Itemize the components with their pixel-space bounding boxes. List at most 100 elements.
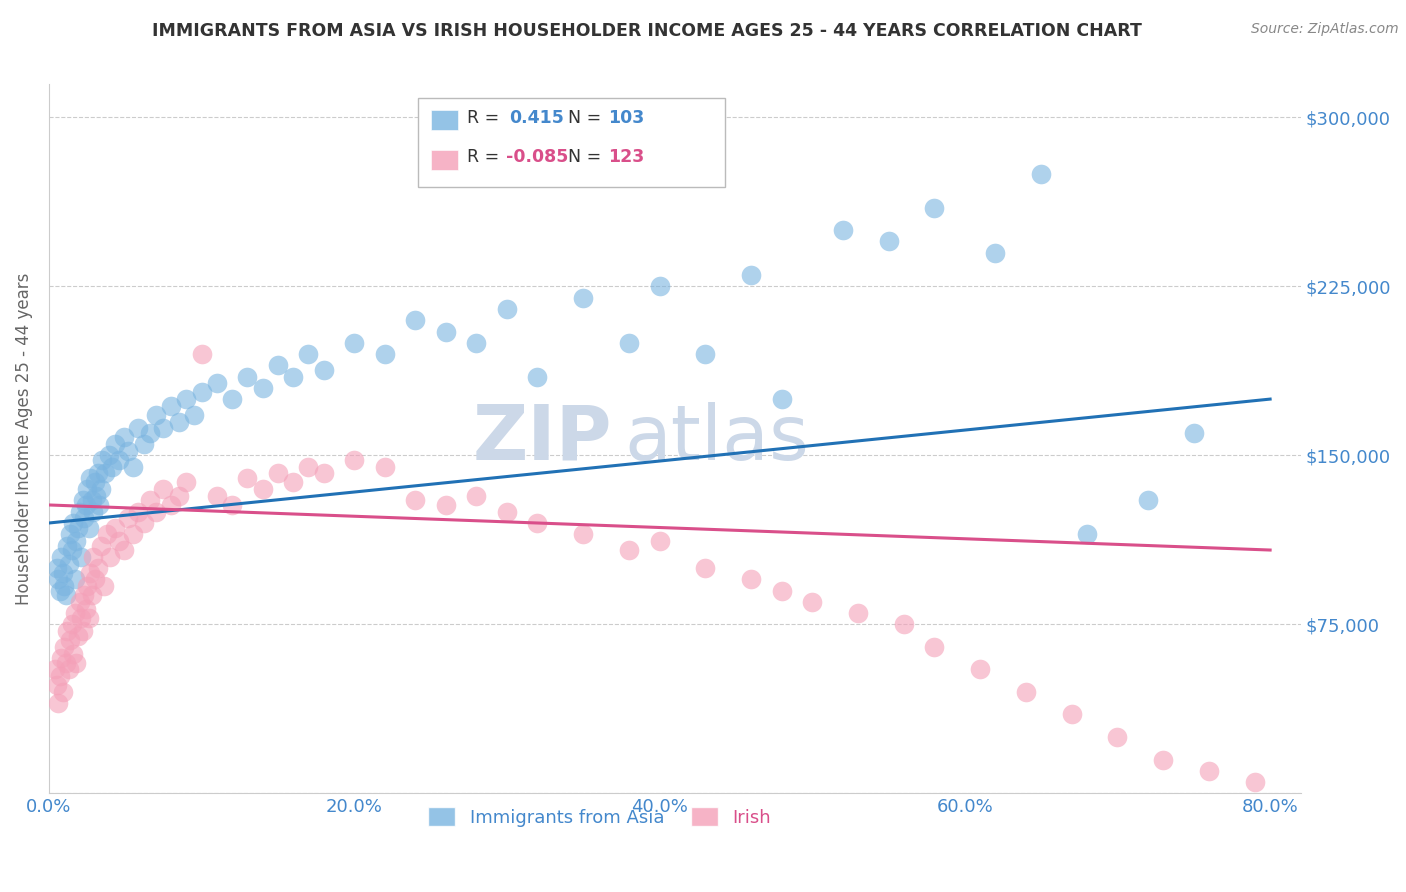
Point	[893, 617, 915, 632]
Point	[112, 543, 135, 558]
Point	[122, 459, 145, 474]
Point	[267, 359, 290, 373]
Point	[283, 475, 305, 490]
Point	[98, 549, 121, 564]
Text: R =: R =	[467, 147, 499, 166]
Point	[496, 505, 519, 519]
Point	[84, 489, 107, 503]
Point	[100, 459, 122, 474]
Point	[132, 437, 155, 451]
Point	[90, 482, 112, 496]
Point	[108, 534, 131, 549]
Point	[45, 678, 67, 692]
Point	[343, 453, 366, 467]
Point	[75, 498, 97, 512]
Point	[73, 588, 96, 602]
Point	[221, 498, 243, 512]
Point	[83, 475, 105, 490]
Point	[924, 640, 946, 654]
Point	[526, 369, 548, 384]
Point	[252, 381, 274, 395]
Point	[297, 459, 319, 474]
Point	[75, 601, 97, 615]
Point	[83, 572, 105, 586]
Point	[831, 223, 853, 237]
Point	[205, 489, 228, 503]
Point	[69, 505, 91, 519]
Text: atlas: atlas	[624, 401, 810, 475]
Point	[252, 482, 274, 496]
Point	[145, 408, 167, 422]
Point	[1015, 685, 1038, 699]
Point	[73, 511, 96, 525]
Point	[984, 245, 1007, 260]
Point	[167, 415, 190, 429]
Point	[465, 489, 488, 503]
Point	[1152, 753, 1174, 767]
Point	[145, 505, 167, 519]
Point	[82, 505, 104, 519]
Point	[160, 498, 183, 512]
Point	[90, 539, 112, 553]
Point	[1107, 730, 1129, 744]
Point	[65, 534, 87, 549]
Point	[52, 566, 75, 580]
Point	[283, 369, 305, 384]
Point	[572, 291, 595, 305]
Point	[53, 640, 76, 654]
Point	[66, 520, 89, 534]
Point	[190, 347, 212, 361]
Point	[69, 595, 91, 609]
Point	[62, 516, 84, 530]
Point	[434, 325, 457, 339]
Point	[132, 516, 155, 530]
Point	[52, 685, 75, 699]
Point	[89, 498, 111, 512]
Point	[117, 443, 139, 458]
Point	[617, 543, 640, 558]
Point	[55, 656, 77, 670]
Text: -0.085: -0.085	[506, 147, 568, 166]
Point	[87, 467, 110, 481]
Point	[1060, 707, 1083, 722]
Point	[770, 392, 793, 406]
Point	[183, 408, 205, 422]
Point	[108, 453, 131, 467]
Point	[91, 453, 114, 467]
Point	[79, 566, 101, 580]
Point	[526, 516, 548, 530]
Point	[97, 449, 120, 463]
Point	[51, 549, 73, 564]
Point	[969, 662, 991, 676]
Point	[60, 617, 83, 632]
Point	[87, 561, 110, 575]
FancyBboxPatch shape	[418, 98, 725, 186]
Point	[312, 467, 335, 481]
Point	[63, 606, 86, 620]
Point	[1182, 425, 1205, 440]
Point	[138, 493, 160, 508]
Point	[104, 520, 127, 534]
Point	[58, 662, 80, 676]
Point	[72, 624, 94, 639]
Point	[59, 527, 82, 541]
Point	[45, 561, 67, 575]
Point	[267, 467, 290, 481]
Point	[70, 549, 93, 564]
Text: R =: R =	[467, 109, 499, 127]
Point	[312, 363, 335, 377]
Point	[80, 588, 103, 602]
Point	[53, 579, 76, 593]
Point	[66, 629, 89, 643]
Point	[44, 662, 66, 676]
Point	[1198, 764, 1220, 778]
Text: 103: 103	[609, 109, 645, 127]
Point	[79, 471, 101, 485]
Point	[96, 527, 118, 541]
Point	[122, 527, 145, 541]
Point	[236, 471, 259, 485]
Point	[72, 493, 94, 508]
Point	[1076, 527, 1098, 541]
Point	[496, 301, 519, 316]
FancyBboxPatch shape	[430, 151, 458, 170]
